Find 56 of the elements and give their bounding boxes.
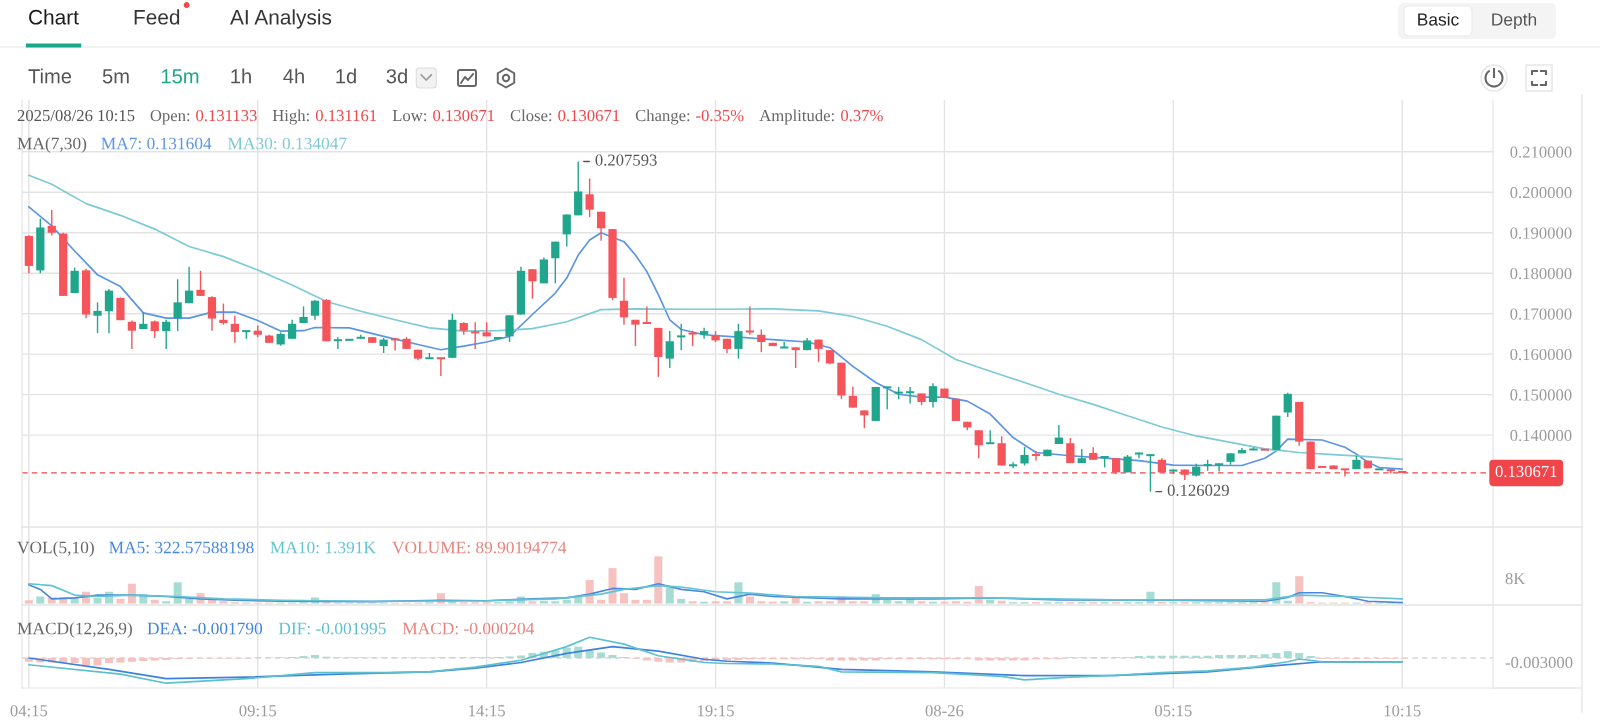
text: MA30: 0.134047: [228, 137, 347, 150]
text: 4h: [283, 68, 304, 84]
legend-title: VOL(5,10): [17, 541, 94, 557]
ref-line-label: 0.130671: [1495, 465, 1557, 478]
annotation: High:: [272, 109, 309, 125]
text: 1d: [336, 68, 356, 84]
y-tick-label: 0.160000: [1510, 348, 1572, 361]
text: 3d: [386, 68, 407, 84]
x-tick-label: 14:15: [469, 705, 505, 717]
text: Chart: [29, 9, 79, 25]
text: Feed: [134, 9, 180, 25]
text: 1h: [231, 68, 251, 84]
y-tick-label: 0.140000: [1510, 429, 1572, 442]
text: -0.003000: [1505, 656, 1573, 669]
text: AI Analysis: [230, 9, 332, 29]
annotation: 0.131161: [315, 109, 377, 122]
text: DIF: -0.001995: [278, 622, 386, 635]
text: MA10: 1.391K: [270, 541, 376, 554]
y-tick-label: 0.150000: [1510, 389, 1572, 401]
text: DEA: -0.001790: [147, 622, 263, 635]
text: Basic: [1418, 12, 1459, 26]
annotation: 0.37%: [841, 109, 883, 122]
x-tick-label: 19:15: [698, 705, 734, 717]
legend-title: MA(7,30): [17, 137, 87, 153]
y-tick-label: 0.170000: [1510, 308, 1572, 320]
annotation: 0.207593: [595, 154, 657, 166]
annotation: Low:: [392, 110, 427, 122]
text: 15m: [161, 69, 199, 84]
x-tick-label: 04:15: [10, 705, 48, 717]
x-tick-label: 05:15: [1154, 705, 1192, 717]
series-label: VOLUME: 89.90194774: [392, 541, 567, 554]
annotation: Change:: [635, 109, 690, 125]
series-label: MACD: -0.000204: [402, 622, 535, 635]
annotation: Open:: [150, 109, 190, 125]
annotation: 0.126029: [1167, 484, 1229, 496]
text: 5m: [102, 69, 129, 84]
annotation: -0.35%: [696, 109, 744, 122]
y-tick-label: 0.190000: [1510, 227, 1572, 239]
text: Time: [28, 68, 72, 84]
annotation: 0.130671: [558, 109, 620, 122]
y-tick-label: 0.200000: [1510, 186, 1572, 199]
annotation: Close:: [510, 109, 552, 122]
x-tick-label: 08-26: [925, 705, 964, 717]
legend-title: MACD(12,26,9): [17, 622, 132, 638]
text: MA5: 322.57588198: [109, 541, 254, 554]
y-tick-label: 0.180000: [1510, 267, 1572, 280]
y-tick-label: 0.210000: [1510, 146, 1572, 158]
x-tick-label: 10:15: [1384, 705, 1421, 717]
annotation: 0.130671: [433, 109, 494, 122]
annotation: Amplitude:: [759, 109, 834, 125]
annotation: 2025/08/26 10:15: [17, 109, 135, 122]
text: 8K: [1505, 572, 1526, 585]
text: Depth: [1492, 12, 1537, 30]
x-tick-label: 09:15: [239, 705, 277, 717]
annotation: 0.131133: [196, 109, 257, 122]
text: MA7: 0.131604: [101, 137, 212, 150]
